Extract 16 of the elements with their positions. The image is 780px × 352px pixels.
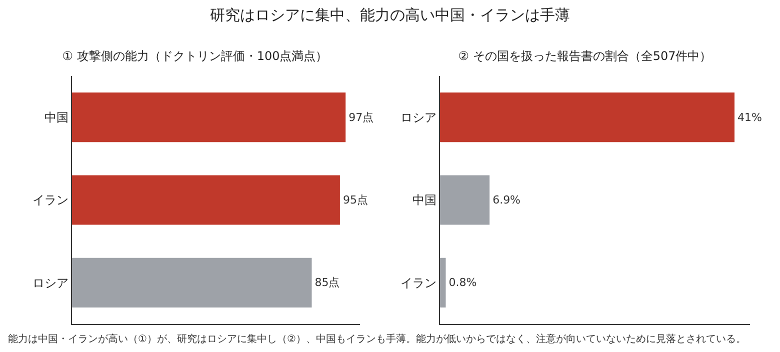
data-label: 6.9% [492,194,521,206]
data-label: 97点 [348,110,374,124]
data-label: 0.8% [448,276,477,290]
text: 能力は中国・イランが高い（①）が、研究はロシアに集中し（②）、中国もイランも手薄。能力が低いからではなく、注意が向いていないために見落とされている。 [8,332,747,346]
chart-subtitle: ② その国を扱った報告書の割合（全507件中） [458,49,712,63]
data-label: 95点 [342,194,368,206]
y-tick-label: イラン [400,276,437,290]
data-label: 85点 [314,276,340,290]
chart-subtitle: ① 攻撃側の能力（ドクトリン評価・100点満点） [62,49,328,63]
y-tick-label: イラン [32,193,69,208]
text: 研究はロシアに集中、能力の高い中国・イランは手薄 [209,6,571,25]
y-tick-label: 中国 [412,193,437,208]
y-tick-label: ロシア [32,276,69,290]
y-tick-label: 中国 [44,110,69,125]
y-tick-label: ロシア [400,110,437,125]
data-label: 41% [738,110,762,124]
